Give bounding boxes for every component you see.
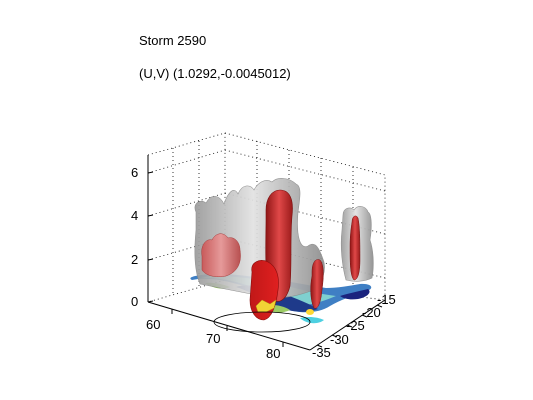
z-tick-label: 6: [131, 165, 138, 180]
chart-subtitle: (U,V) (1.0292,-0.0045012): [139, 66, 291, 81]
x-tick-label: 60: [146, 317, 160, 332]
y-tick-label: -20: [362, 305, 381, 320]
y-tick-label: -25: [346, 318, 365, 333]
z-tick-label: 2: [131, 252, 138, 267]
y-tick-mark: [316, 344, 323, 348]
y-tick-mark: [331, 334, 338, 338]
base-layer-cyan: [300, 316, 324, 324]
grid-back-left-wall: [147, 132, 226, 303]
y-tick-mark: [376, 304, 383, 308]
z-tick-mark: [147, 214, 154, 217]
z-tick-label: 0: [131, 294, 138, 309]
axes: [147, 155, 386, 351]
y-tick-labels: -35 -30 -25 -20 -15: [312, 292, 396, 360]
base-layer-dark-right: [340, 289, 370, 300]
x-tick-labels: 60 70 80: [146, 317, 280, 361]
y-tick-label: -15: [377, 292, 396, 307]
chart-title: Storm 2590: [139, 33, 206, 48]
y-tick-label: -35: [312, 345, 331, 360]
inner-surface-small-cell: [310, 259, 324, 309]
inner-surface-left-cell: [201, 233, 241, 277]
y-tick-mark: [361, 314, 368, 318]
y-tick-mark: [346, 324, 353, 328]
x-tick-label: 70: [206, 331, 220, 346]
grid-line: [147, 149, 226, 174]
y-tick-label: -30: [330, 332, 349, 347]
z-tick-mark: [147, 300, 154, 303]
z-tick-mark: [147, 258, 154, 261]
z-tick-mark: [147, 171, 154, 174]
z-tick-label: 4: [131, 208, 138, 223]
grid-line: [147, 192, 226, 217]
x-tick-label: 80: [266, 346, 280, 361]
grid-line: [224, 149, 386, 192]
base-layer-yellow: [306, 309, 314, 315]
inner-surface-right-cell: [349, 215, 361, 281]
z-tick-labels: 6 4 2 0: [131, 165, 138, 309]
grid-line: [147, 237, 226, 261]
